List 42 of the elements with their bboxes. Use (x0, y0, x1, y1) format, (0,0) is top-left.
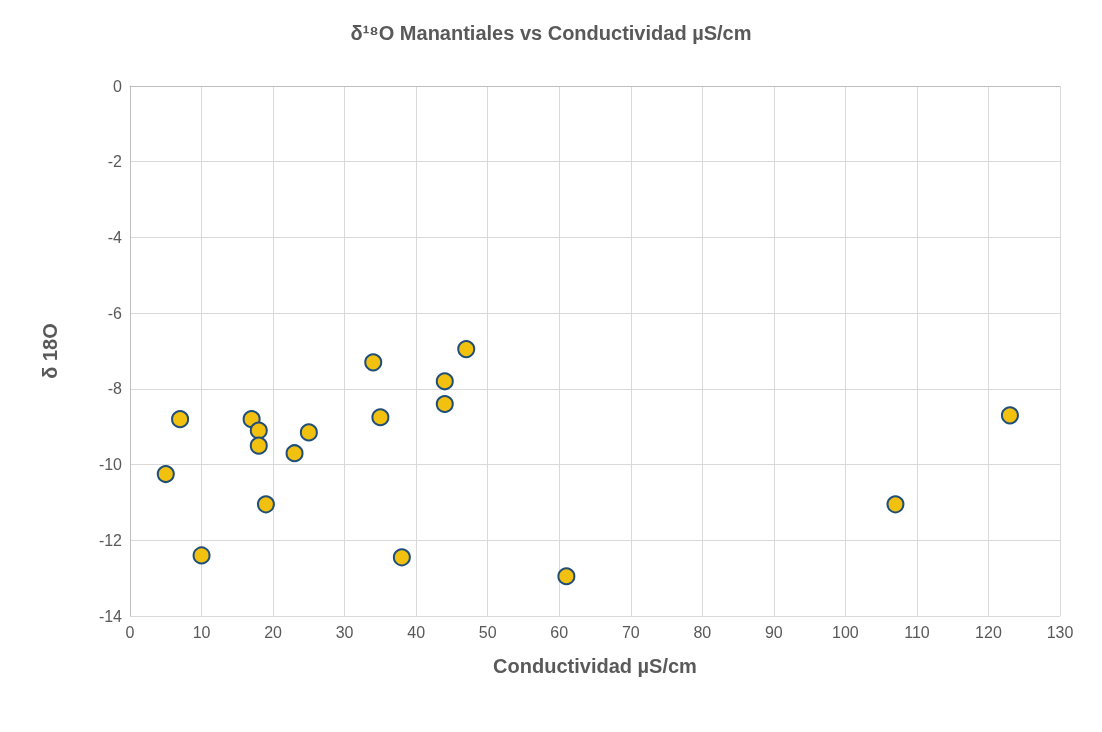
x-tick-label: 130 (1046, 623, 1074, 641)
y-axis-title: δ 18O (39, 323, 61, 379)
x-tick-label: 0 (125, 623, 135, 641)
x-tick-label: 100 (832, 623, 859, 641)
point (364, 353, 383, 372)
point (886, 495, 905, 514)
y-tick-label: -12 (98, 531, 123, 549)
point (249, 436, 268, 455)
y-tick-label: 0 (113, 77, 123, 95)
point (557, 567, 576, 586)
x-tick-label: 120 (975, 623, 1002, 641)
y-tick-label: -8 (107, 380, 123, 398)
chart-title: δ¹⁸O Manantiales vs Conductividad µS/cm (350, 22, 752, 44)
x-tick-label: 10 (192, 623, 211, 641)
x-tick-label: 70 (621, 623, 640, 641)
point (285, 444, 304, 463)
point (192, 546, 211, 565)
y-tick-label: -14 (98, 607, 123, 625)
x-tick-label: 40 (407, 623, 426, 641)
y-tick-label: -4 (107, 228, 123, 246)
x-tick-label: 90 (764, 623, 783, 641)
x-tick-label: 50 (478, 623, 497, 641)
point (392, 548, 411, 567)
x-tick-label: 110 (904, 623, 930, 641)
x-tick-label: 60 (550, 623, 569, 641)
point (256, 495, 275, 514)
x-tick-label: 20 (264, 623, 283, 641)
point (371, 408, 390, 427)
y-tick-label: -10 (98, 456, 123, 474)
point (1000, 406, 1019, 425)
y-tick-label: -6 (107, 304, 123, 322)
x-tick-label: 30 (335, 623, 354, 641)
point (249, 421, 268, 440)
point (457, 340, 476, 359)
y-tick-label: -2 (107, 153, 123, 171)
point (171, 410, 190, 429)
x-tick-label: 80 (693, 623, 712, 641)
point (435, 372, 454, 391)
point (435, 395, 454, 413)
x-axis-title: Conductividad µS/cm (493, 655, 697, 677)
point (299, 423, 318, 442)
point (156, 465, 175, 484)
